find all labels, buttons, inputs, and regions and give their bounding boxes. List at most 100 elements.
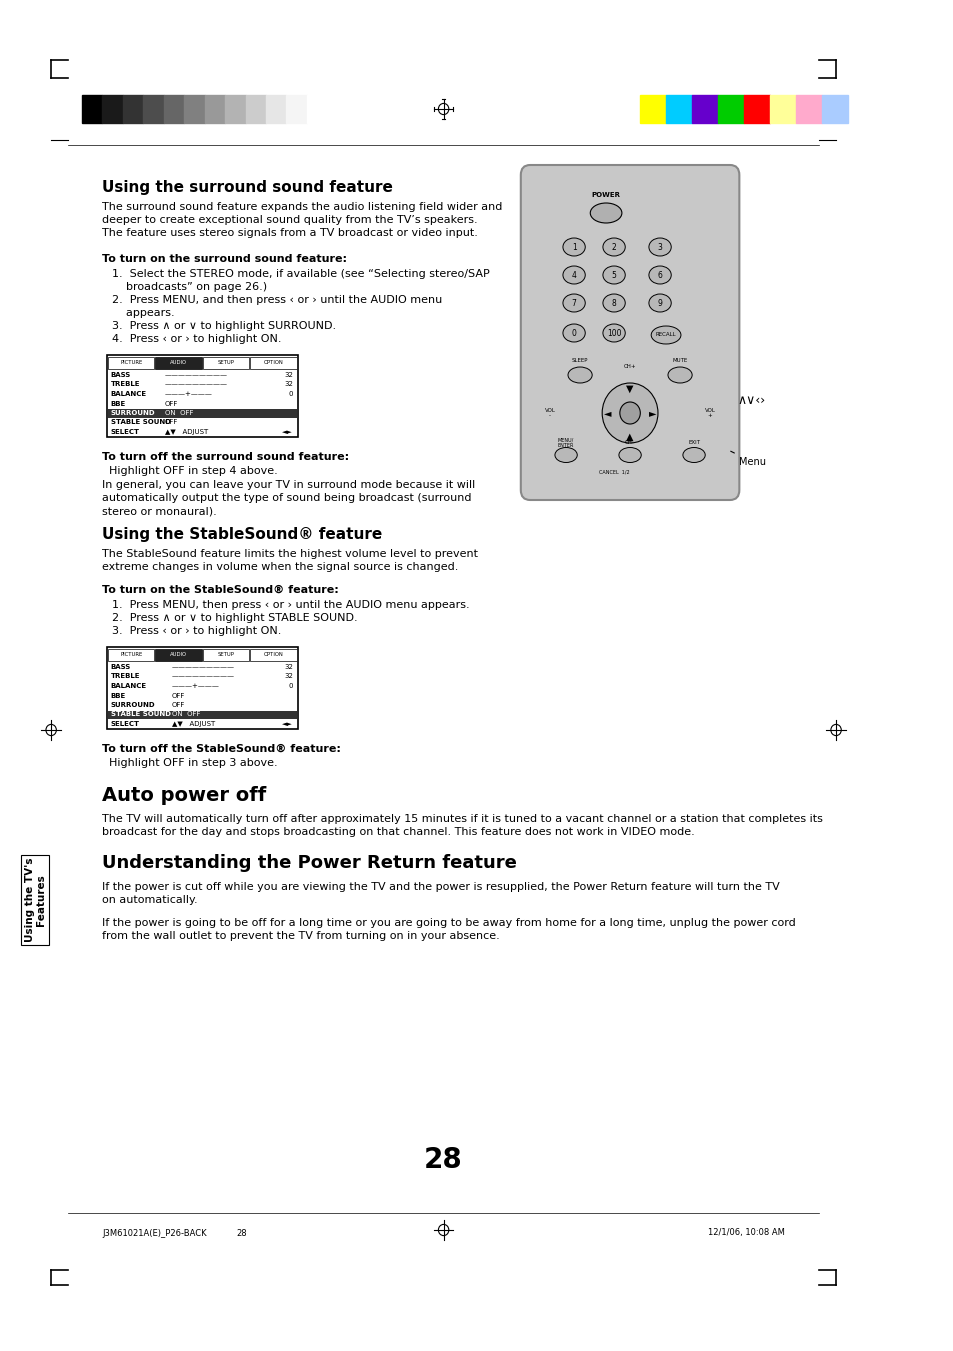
Text: If the power is cut off while you are viewing the TV and the power is resupplied: If the power is cut off while you are vi… — [102, 882, 780, 905]
Bar — [743, 95, 769, 123]
Text: If the power is going to be off for a long time or you are going to be away from: If the power is going to be off for a lo… — [102, 917, 795, 942]
Text: Highlight OFF in step 3 above.: Highlight OFF in step 3 above. — [102, 758, 277, 767]
Text: 32: 32 — [284, 663, 293, 670]
Text: SELECT: SELECT — [111, 430, 139, 435]
Bar — [286, 95, 307, 123]
Text: The TV will automatically turn off after approximately 15 minutes if it is tuned: The TV will automatically turn off after… — [102, 815, 822, 838]
Text: 3.  Press ‹ or › to highlight ON.: 3. Press ‹ or › to highlight ON. — [112, 626, 281, 636]
FancyBboxPatch shape — [520, 165, 739, 500]
Text: ▲▼   ADJUST: ▲▼ ADJUST — [172, 721, 215, 727]
Bar — [307, 95, 327, 123]
Text: 32: 32 — [284, 372, 293, 378]
Text: ◄►: ◄► — [282, 721, 293, 727]
Text: 6: 6 — [657, 270, 661, 280]
Text: 5: 5 — [611, 270, 616, 280]
Bar — [821, 95, 847, 123]
Bar — [155, 357, 202, 369]
Text: SELECT: SELECT — [111, 721, 139, 727]
Text: VOL
+: VOL + — [704, 408, 715, 419]
Text: BALANCE: BALANCE — [111, 390, 147, 397]
Text: 0: 0 — [288, 390, 293, 397]
Text: ———+———: ———+——— — [172, 684, 220, 689]
Bar — [164, 95, 184, 123]
Text: Using the TV's
Features: Using the TV's Features — [25, 858, 46, 942]
Text: ▲▼   ADJUST: ▲▼ ADJUST — [165, 430, 208, 435]
Text: —————————: ————————— — [172, 674, 234, 680]
Bar — [225, 95, 245, 123]
Bar — [108, 648, 154, 661]
Bar — [107, 647, 297, 730]
Text: SETUP: SETUP — [217, 361, 234, 366]
Text: 0: 0 — [288, 684, 293, 689]
Bar — [665, 95, 691, 123]
Text: BASS: BASS — [111, 372, 131, 378]
Text: 4.  Press ‹ or › to highlight ON.: 4. Press ‹ or › to highlight ON. — [112, 334, 281, 345]
Text: Using the surround sound feature: Using the surround sound feature — [102, 180, 393, 195]
Bar — [204, 95, 225, 123]
Text: 100: 100 — [606, 328, 620, 338]
Text: 9: 9 — [657, 299, 661, 308]
Text: Understanding the Power Return feature: Understanding the Power Return feature — [102, 854, 517, 871]
Text: 12/1/06, 10:08 AM: 12/1/06, 10:08 AM — [707, 1228, 784, 1238]
Ellipse shape — [651, 326, 680, 345]
Ellipse shape — [648, 238, 671, 255]
Text: —————————: ————————— — [172, 663, 234, 670]
Ellipse shape — [602, 266, 624, 284]
Text: 8: 8 — [611, 299, 616, 308]
Text: SLEEP: SLEEP — [571, 358, 588, 362]
Text: CANCEL  1/2: CANCEL 1/2 — [598, 470, 629, 474]
Bar — [245, 95, 266, 123]
Text: 7: 7 — [571, 299, 576, 308]
Text: PICTURE: PICTURE — [120, 653, 142, 658]
Bar — [108, 357, 154, 369]
Text: MUTE: MUTE — [672, 358, 687, 362]
Text: To turn off the surround sound feature:: To turn off the surround sound feature: — [102, 453, 349, 462]
Text: To turn off the StableSound® feature:: To turn off the StableSound® feature: — [102, 744, 341, 754]
Text: OFF: OFF — [165, 420, 178, 426]
Text: OPTION: OPTION — [263, 361, 283, 366]
Text: ∧∨‹›: ∧∨‹› — [737, 393, 765, 407]
Ellipse shape — [590, 203, 621, 223]
Bar — [795, 95, 821, 123]
Ellipse shape — [602, 295, 624, 312]
Ellipse shape — [618, 447, 640, 462]
Bar — [143, 95, 164, 123]
Bar — [155, 648, 202, 661]
Text: ▼: ▼ — [626, 384, 633, 394]
Text: —————————: ————————— — [165, 381, 228, 388]
Ellipse shape — [602, 238, 624, 255]
Ellipse shape — [562, 266, 584, 284]
Bar — [250, 648, 296, 661]
Ellipse shape — [555, 447, 577, 462]
Text: EXIT: EXIT — [687, 440, 700, 446]
Text: RECALL: RECALL — [655, 332, 676, 338]
Text: ———+———: ———+——— — [165, 390, 213, 397]
Text: ►: ► — [648, 408, 656, 417]
Text: SETUP: SETUP — [217, 653, 234, 658]
Text: OPTION: OPTION — [263, 653, 283, 658]
Bar — [250, 357, 296, 369]
Text: AUDIO: AUDIO — [170, 361, 187, 366]
Ellipse shape — [562, 238, 584, 255]
Bar — [184, 95, 204, 123]
Text: 0: 0 — [571, 328, 576, 338]
Ellipse shape — [682, 447, 704, 462]
Text: TREBLE: TREBLE — [111, 674, 140, 680]
Bar — [718, 95, 743, 123]
Text: 1.  Select the STEREO mode, if available (see “Selecting stereo/SAP: 1. Select the STEREO mode, if available … — [112, 269, 489, 280]
Text: TREBLE: TREBLE — [111, 381, 140, 388]
Bar — [102, 95, 123, 123]
Text: ◄►: ◄► — [282, 430, 293, 435]
Text: 3.  Press ∧ or ∨ to highlight SURROUND.: 3. Press ∧ or ∨ to highlight SURROUND. — [112, 322, 335, 331]
Text: CH+: CH+ — [623, 365, 636, 370]
Text: 1: 1 — [571, 242, 576, 251]
Text: BASS: BASS — [111, 663, 131, 670]
Text: 2.  Press MENU, and then press ‹ or › until the AUDIO menu: 2. Press MENU, and then press ‹ or › unt… — [112, 295, 441, 305]
Bar — [266, 95, 286, 123]
Text: 4: 4 — [571, 270, 576, 280]
Text: The StableSound feature limits the highest volume level to prevent
extreme chang: The StableSound feature limits the highe… — [102, 549, 477, 573]
Text: ON  OFF: ON OFF — [172, 712, 200, 717]
Text: MENU/
ENTER: MENU/ ENTER — [558, 438, 574, 449]
Text: BBE: BBE — [111, 400, 126, 407]
Text: Auto power off: Auto power off — [102, 786, 266, 805]
